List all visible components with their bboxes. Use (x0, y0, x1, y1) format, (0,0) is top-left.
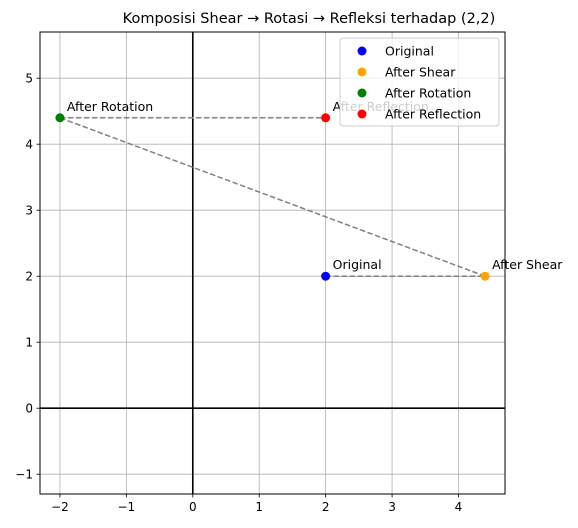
chart-title: Komposisi Shear → Rotasi → Refleksi terh… (123, 11, 496, 27)
point-annotation: After Rotation (67, 99, 153, 114)
legend-marker (358, 47, 367, 56)
y-tick-label: 5 (25, 71, 33, 85)
y-tick-label: 2 (25, 269, 33, 283)
data-point (321, 113, 330, 122)
legend-label: Original (385, 44, 434, 59)
y-tick-label: −1 (15, 467, 33, 481)
legend-label: After Reflection (385, 107, 481, 122)
x-axis-ticks: −2 −1 0 1 2 3 4 (51, 494, 462, 514)
legend-marker (358, 110, 367, 119)
y-tick-label: 0 (25, 401, 33, 415)
legend-label: After Shear (385, 65, 456, 80)
y-tick-label: 4 (25, 137, 33, 151)
x-tick-label: 1 (255, 500, 263, 514)
legend-label: After Rotation (385, 86, 471, 101)
x-tick-label: 3 (388, 500, 396, 514)
point-annotation: After Shear (492, 257, 563, 272)
x-tick-label: 2 (322, 500, 330, 514)
data-point (481, 272, 490, 281)
legend-marker (358, 89, 367, 98)
data-point (321, 272, 330, 281)
y-tick-label: 3 (25, 203, 33, 217)
legend: Original After Shear After Rotation After R… (340, 38, 499, 126)
x-tick-label: 0 (189, 500, 197, 514)
x-tick-label: −1 (118, 500, 136, 514)
transform-path (60, 118, 485, 276)
x-tick-label: −2 (51, 500, 69, 514)
legend-marker (358, 68, 367, 77)
y-tick-label: 1 (25, 335, 33, 349)
point-annotation: Original (333, 257, 382, 272)
x-tick-label: 4 (455, 500, 463, 514)
data-point (55, 113, 64, 122)
y-axis-ticks: −1 0 1 2 3 4 5 (15, 71, 40, 481)
path-segment (60, 118, 485, 276)
